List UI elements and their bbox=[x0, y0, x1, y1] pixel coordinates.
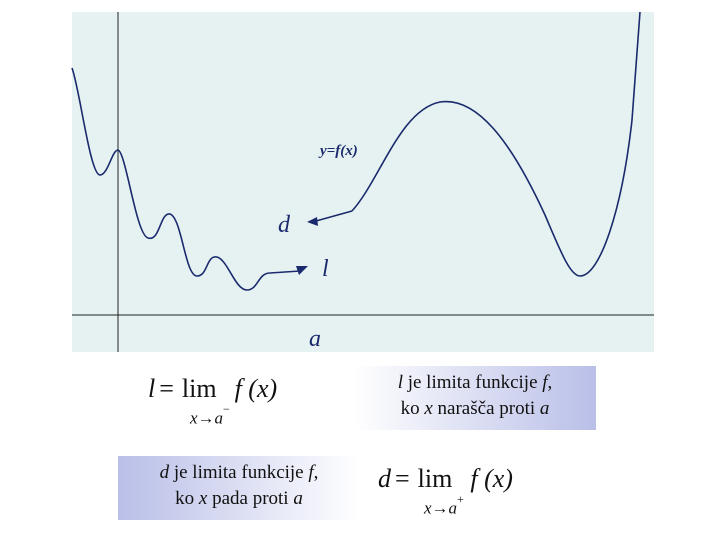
sub-var: x bbox=[190, 408, 198, 428]
stmt-line2: narašča proti bbox=[432, 398, 540, 419]
stmt-ko: ko bbox=[175, 488, 199, 509]
right-limit-panel: d je limita funkcije f, ko x pada proti … bbox=[118, 456, 596, 520]
stmt-sym: d bbox=[159, 462, 170, 483]
left-limit-formula: l = lim f (x) bbox=[148, 374, 277, 404]
formula-lhs-l: l bbox=[148, 374, 156, 403]
stmt-line1: je limita funkcije bbox=[169, 462, 309, 483]
sub-arrow: → bbox=[431, 498, 449, 518]
formula-lim: lim bbox=[181, 374, 217, 403]
right-limit-subscript: x→a+ bbox=[424, 492, 464, 518]
stmt-line2: pada proti bbox=[207, 488, 294, 509]
formula-lhs-d: d bbox=[378, 464, 391, 493]
curve-left-branch bbox=[71, 67, 301, 291]
left-limit-panel: l = lim f (x) x→a− l je limita funkcije … bbox=[118, 366, 596, 430]
curve-right-tail bbox=[315, 210, 353, 222]
formula-equals: = bbox=[395, 464, 410, 493]
sub-point: a bbox=[448, 498, 458, 518]
right-limit-formula-cell: d = lim f (x) x→a+ bbox=[360, 456, 596, 520]
stmt-ko: ko bbox=[400, 398, 425, 419]
stmt-comma: , bbox=[313, 462, 319, 483]
right-limit-formula: d = lim f (x) bbox=[378, 464, 513, 494]
arrowhead-to-l bbox=[296, 266, 308, 275]
formula-fx: f (x) bbox=[234, 374, 278, 403]
right-limit-statement-cell: d je limita funkcije f, ko x pada proti … bbox=[118, 456, 360, 520]
label-a: a bbox=[309, 326, 321, 352]
stmt-fn: f bbox=[542, 372, 548, 393]
graph-panel bbox=[72, 12, 654, 352]
sub-sign: − bbox=[223, 402, 230, 416]
formula-lim: lim bbox=[417, 464, 453, 493]
arrowhead-to-d bbox=[307, 217, 318, 226]
label-l: l bbox=[322, 256, 329, 282]
left-limit-subscript: x→a− bbox=[190, 402, 230, 428]
sub-var: x bbox=[424, 498, 432, 518]
stmt-sym: l bbox=[397, 372, 403, 393]
formula-fx: f (x) bbox=[470, 464, 513, 493]
stmt-var: x bbox=[198, 488, 208, 509]
right-limit-statement: d je limita funkcije f, ko x pada proti … bbox=[118, 460, 360, 512]
sub-arrow: → bbox=[197, 408, 215, 428]
formula-equals: = bbox=[159, 374, 174, 403]
curve-label: y=f(x) bbox=[318, 143, 358, 159]
sub-point: a bbox=[214, 408, 224, 428]
stmt-point: a bbox=[539, 398, 550, 419]
left-limit-statement: l je limita funkcije f, ko x narašča pro… bbox=[354, 370, 596, 422]
function-graph: y=f(x) d l a bbox=[71, 11, 654, 352]
sub-sign: + bbox=[457, 492, 464, 506]
left-limit-formula-cell: l = lim f (x) x→a− bbox=[118, 366, 354, 430]
stmt-comma: , bbox=[547, 372, 553, 393]
stmt-line1: je limita funkcije bbox=[402, 372, 543, 393]
stmt-fn: f bbox=[308, 462, 314, 483]
left-limit-statement-cell: l je limita funkcije f, ko x narašča pro… bbox=[354, 366, 596, 430]
curve-right-branch bbox=[351, 11, 641, 277]
stmt-var: x bbox=[424, 398, 433, 419]
label-d: d bbox=[278, 212, 291, 238]
stmt-point: a bbox=[293, 488, 303, 509]
